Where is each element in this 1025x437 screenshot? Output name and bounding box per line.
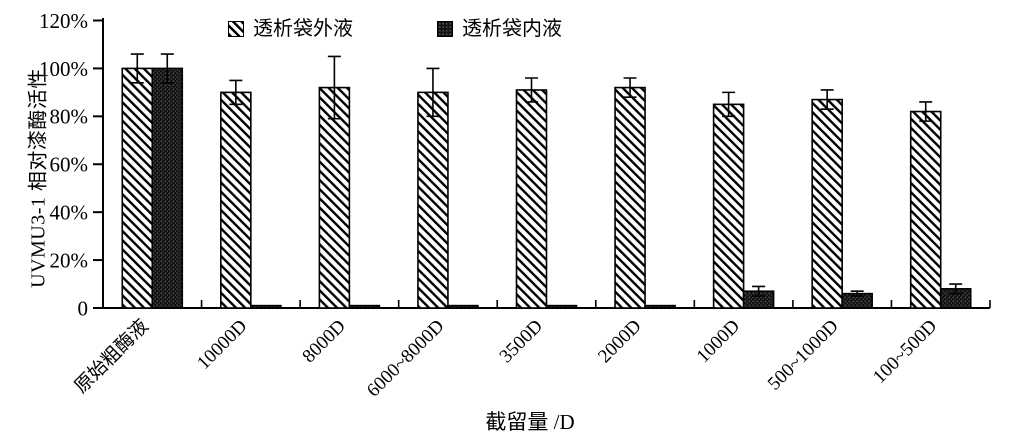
bar-s1-2	[348, 304, 381, 309]
error-bar-s0-8	[919, 101, 933, 122]
error-bar-s0-2	[327, 55, 341, 120]
bar-s0-0	[121, 67, 154, 309]
error-bar-s0-4	[525, 77, 538, 103]
error-bar-s1-6	[752, 285, 766, 297]
legend-item-dialysis-outer: 透析袋外液	[228, 19, 353, 39]
x-category-label: 100~500D	[869, 316, 941, 388]
y-tick-label: 80%	[50, 105, 89, 129]
y-tick-label: 40%	[50, 201, 89, 225]
y-tick-label: 100%	[39, 57, 88, 81]
x-category-label: 1000D	[693, 316, 744, 367]
x-category-label: 500~1000D	[764, 316, 843, 395]
bar-s0-3	[417, 91, 449, 309]
error-bar-s1-0	[160, 53, 174, 84]
error-bar-s0-5	[623, 77, 637, 98]
bar-s0-1	[220, 91, 252, 309]
legend-label-inner: 透析袋内液	[462, 18, 562, 40]
bar-s0-6	[712, 103, 745, 309]
error-bar-s0-7	[820, 89, 834, 110]
error-bar-s0-1	[229, 79, 243, 106]
legend: 透析袋外液 透析袋内液	[0, 0, 1025, 50]
bar-s0-7	[811, 98, 843, 309]
error-bar-s1-8	[949, 283, 963, 295]
x-category-label: 8000D	[298, 316, 349, 367]
y-axis-title: UVMU3-1 相对漆酶活性	[27, 68, 50, 288]
bar-s0-5	[614, 86, 646, 309]
bar-s0-4	[515, 89, 548, 309]
x-category-label: 原始粗酶液	[70, 315, 153, 398]
x-category-label: 10000D	[193, 316, 251, 374]
bar-s1-4	[545, 304, 578, 309]
bar-s1-1	[250, 304, 282, 309]
legend-item-dialysis-inner: 透析袋内液	[437, 19, 562, 39]
x-category-label: 2000D	[594, 316, 645, 367]
dark-trellis-swatch-icon	[437, 21, 453, 37]
error-bar-s0-6	[722, 91, 736, 118]
bar-s1-5	[644, 304, 676, 309]
y-tick-label: 20%	[50, 248, 89, 272]
legend-label-outer: 透析袋外液	[253, 18, 353, 40]
bar-s0-8	[909, 110, 942, 309]
x-category-label: 6000~8000D	[363, 316, 449, 402]
error-bar-s0-3	[426, 67, 440, 118]
x-axis-title: 截留量 /D	[485, 410, 575, 434]
bar-s1-3	[447, 304, 479, 309]
hatch-swatch-icon	[228, 21, 244, 37]
error-bar-s1-7	[850, 290, 864, 297]
x-category-label: 3500D	[496, 316, 547, 367]
bar-s1-0	[151, 67, 184, 309]
error-bar-s0-0	[130, 53, 144, 84]
y-tick-label: 120%	[39, 9, 88, 33]
bar-s0-2	[318, 86, 351, 309]
y-tick-label: 0	[78, 296, 89, 320]
y-tick-label: 60%	[50, 153, 89, 177]
